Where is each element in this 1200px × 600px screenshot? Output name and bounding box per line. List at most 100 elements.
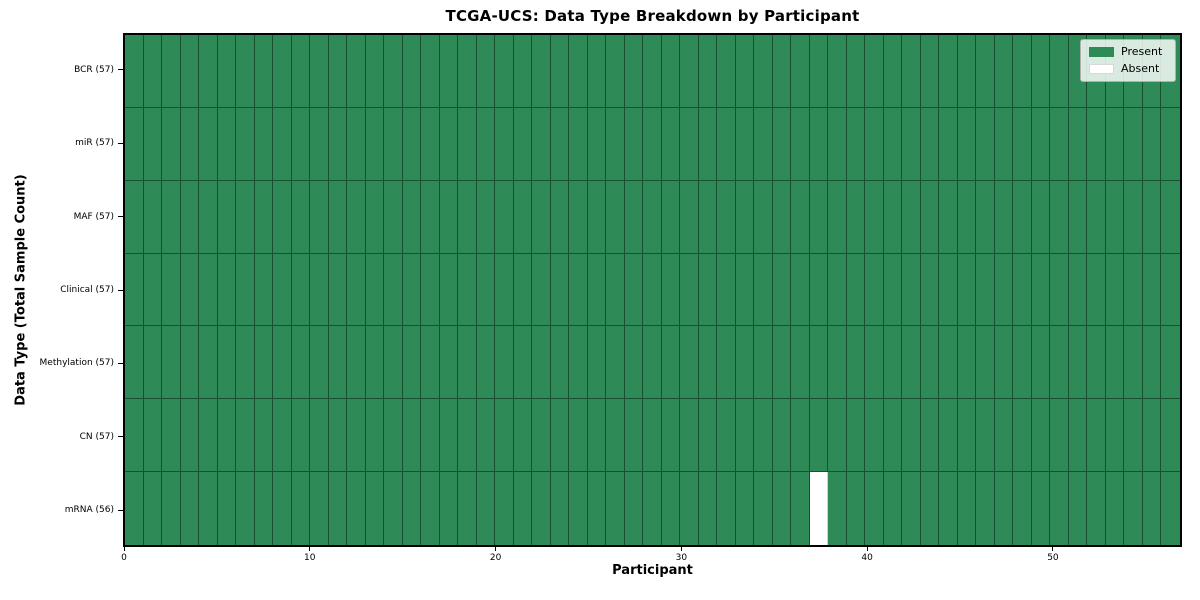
heatmap-cell-present bbox=[199, 180, 218, 254]
heatmap-cell-present bbox=[883, 399, 903, 473]
heatmap-cell-present bbox=[939, 35, 958, 108]
heatmap-cell-present bbox=[513, 472, 533, 545]
heatmap-cell-present bbox=[402, 107, 422, 181]
heatmap-cell-present bbox=[532, 35, 551, 108]
heatmap-cell-present bbox=[550, 107, 570, 181]
heatmap-cell-present bbox=[754, 472, 773, 545]
heatmap-cell-present bbox=[1031, 399, 1051, 473]
heatmap-cell-present bbox=[920, 326, 940, 400]
heatmap-cell-present bbox=[883, 326, 903, 400]
heatmap-cell-present bbox=[735, 326, 755, 400]
heatmap-cell-present bbox=[643, 35, 662, 108]
heatmap-cell-present bbox=[772, 253, 792, 327]
heatmap-cell-present bbox=[217, 107, 237, 181]
heatmap-plot bbox=[123, 33, 1182, 547]
heatmap-cell-present bbox=[883, 472, 903, 545]
heatmap-cell-present bbox=[902, 472, 921, 545]
heatmap-cell-present bbox=[513, 326, 533, 400]
heatmap-cell-present bbox=[939, 107, 958, 181]
heatmap-cell-present bbox=[476, 399, 496, 473]
heatmap-cell-present bbox=[439, 326, 459, 400]
heatmap-cell-present bbox=[180, 35, 200, 108]
heatmap-cell-present bbox=[291, 107, 311, 181]
heatmap-cell-present bbox=[365, 35, 385, 108]
heatmap-cell-present bbox=[754, 399, 773, 473]
heatmap-cell-present bbox=[199, 472, 218, 545]
heatmap-cell-present bbox=[1068, 472, 1088, 545]
heatmap-cell-present bbox=[1161, 253, 1180, 327]
y-tick-mark bbox=[118, 436, 123, 438]
x-tick-label: 10 bbox=[304, 553, 316, 563]
x-tick-label: 0 bbox=[121, 553, 127, 563]
heatmap-cell-present bbox=[587, 472, 607, 545]
heatmap-cell-present bbox=[273, 107, 292, 181]
heatmap-cell-present bbox=[865, 180, 884, 254]
heatmap-cell-present bbox=[291, 472, 311, 545]
heatmap-cell-present bbox=[939, 180, 958, 254]
heatmap-cell-present bbox=[883, 180, 903, 254]
heatmap-cell-present bbox=[606, 399, 625, 473]
heatmap-cell-present bbox=[550, 472, 570, 545]
heatmap-cell-present bbox=[458, 472, 477, 545]
heatmap-cell-present bbox=[624, 326, 644, 400]
heatmap-cell-present bbox=[217, 472, 237, 545]
heatmap-cell-present bbox=[994, 253, 1014, 327]
heatmap-cell-present bbox=[328, 35, 348, 108]
heatmap-cell-present bbox=[865, 472, 884, 545]
heatmap-cell-present bbox=[920, 472, 940, 545]
heatmap-cell-present bbox=[957, 107, 977, 181]
heatmap-cell-present bbox=[1050, 35, 1069, 108]
heatmap-cell-present bbox=[606, 472, 625, 545]
heatmap-cell-present bbox=[1068, 399, 1088, 473]
heatmap-cell-present bbox=[828, 107, 847, 181]
heatmap-cell-present bbox=[1105, 399, 1125, 473]
heatmap-cell-present bbox=[125, 326, 144, 400]
heatmap-cell-present bbox=[476, 326, 496, 400]
heatmap-cell-present bbox=[254, 399, 274, 473]
heatmap-cell-present bbox=[143, 253, 163, 327]
heatmap-cell-present bbox=[902, 35, 921, 108]
heatmap-cell-present bbox=[439, 107, 459, 181]
heatmap-cell-present bbox=[1013, 472, 1032, 545]
heatmap-cell-present bbox=[291, 253, 311, 327]
heatmap-cell-present bbox=[606, 180, 625, 254]
heatmap-cell-present bbox=[365, 107, 385, 181]
heatmap-cell-present bbox=[143, 326, 163, 400]
heatmap-cell-present bbox=[532, 399, 551, 473]
legend-item-absent: Absent bbox=[1089, 63, 1167, 75]
heatmap-cell-present bbox=[532, 107, 551, 181]
heatmap-cell-present bbox=[273, 180, 292, 254]
heatmap-cell-present bbox=[883, 107, 903, 181]
heatmap-cell-present bbox=[624, 107, 644, 181]
heatmap-cell-present bbox=[587, 253, 607, 327]
heatmap-cell-present bbox=[217, 180, 237, 254]
heatmap-cell-present bbox=[1142, 107, 1162, 181]
heatmap-cell-present bbox=[1124, 472, 1143, 545]
heatmap-cell-present bbox=[717, 253, 736, 327]
heatmap-cell-present bbox=[1013, 107, 1032, 181]
heatmap-cell-present bbox=[624, 399, 644, 473]
heatmap-cell-present bbox=[421, 253, 440, 327]
heatmap-cell-present bbox=[495, 107, 514, 181]
heatmap-cell-present bbox=[291, 326, 311, 400]
heatmap-cell-present bbox=[310, 472, 329, 545]
heatmap-cell-present bbox=[310, 253, 329, 327]
heatmap-cell-present bbox=[254, 472, 274, 545]
heatmap-cell-present bbox=[661, 35, 681, 108]
heatmap-cell-present bbox=[1013, 35, 1032, 108]
heatmap-cell-present bbox=[865, 326, 884, 400]
heatmap-cell-present bbox=[569, 180, 588, 254]
heatmap-cell-present bbox=[236, 107, 255, 181]
heatmap-cell-present bbox=[1050, 399, 1069, 473]
heatmap-cell-present bbox=[143, 180, 163, 254]
heatmap-cell-present bbox=[717, 326, 736, 400]
heatmap-cell-present bbox=[1068, 253, 1088, 327]
heatmap-cell-present bbox=[661, 472, 681, 545]
heatmap-cell-present bbox=[458, 253, 477, 327]
heatmap-cell-present bbox=[902, 253, 921, 327]
x-tick-mark bbox=[866, 547, 868, 551]
heatmap-cell-present bbox=[717, 107, 736, 181]
heatmap-cell-present bbox=[661, 253, 681, 327]
heatmap-cell-present bbox=[587, 107, 607, 181]
heatmap-cell-present bbox=[1142, 253, 1162, 327]
